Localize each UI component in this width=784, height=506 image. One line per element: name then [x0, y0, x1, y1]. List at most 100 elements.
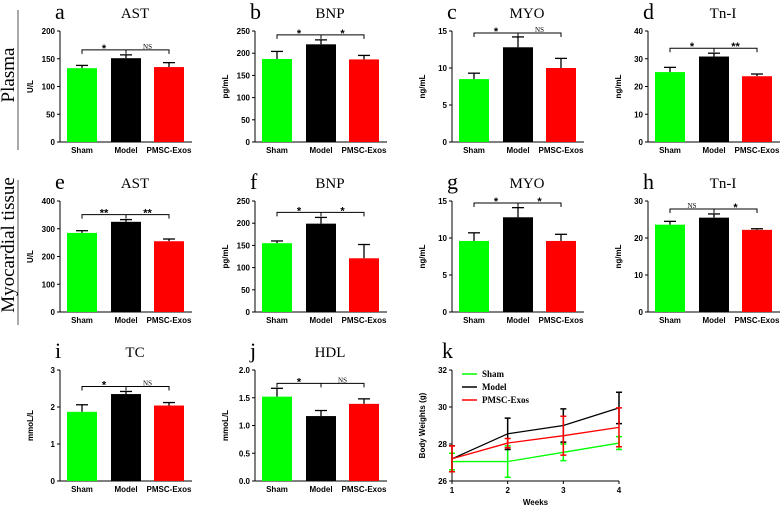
- bar-sham: [459, 79, 489, 142]
- x-tick-label: 3: [561, 486, 566, 495]
- significance-bracket: [81, 49, 170, 54]
- panel-title: TC: [125, 345, 144, 361]
- panel-letter: d: [643, 0, 654, 24]
- y-tick-label: 0: [639, 138, 644, 147]
- error-bar: [504, 437, 511, 449]
- panel-letter: g: [447, 169, 458, 194]
- y-tick-label: 200: [42, 27, 56, 36]
- panel-b: b BNP 0 50 100 150 200 250 pg/mL Sham Model PMSC-Ex…: [221, 0, 387, 155]
- x-tick-label: PMSC-Exos: [147, 146, 192, 155]
- panel-e: e AST 0 100 200 300 400 U/L Sham Model PMSC-Exos **…: [26, 169, 192, 325]
- bar-model: [503, 47, 533, 142]
- y-axis-label: pg/mL: [221, 244, 230, 268]
- error-bar: [616, 407, 622, 448]
- y-tick-label: 0: [51, 477, 56, 486]
- y-tick-label: 150: [237, 71, 251, 80]
- x-tick-label: 2: [505, 486, 510, 495]
- x-tick-label: Model: [309, 485, 332, 494]
- y-tick-label: 250: [237, 27, 251, 36]
- y-tick-label: 200: [237, 49, 251, 58]
- x-tick-label: PMSC-Exos: [342, 316, 387, 325]
- x-tick-label: PMSC-Exos: [342, 146, 387, 155]
- panel-h: h Tn-I 0 10 20 30 ng/mL Sham Model PMSC-Exos NS *: [614, 169, 780, 325]
- x-tick-label: PMSC-Exos: [342, 485, 387, 494]
- legend-label: Model: [482, 382, 507, 392]
- bar-model: [306, 416, 336, 481]
- panel-title: AST: [121, 6, 149, 22]
- panel-title: MYO: [509, 6, 544, 22]
- significance-mark: **: [100, 208, 109, 220]
- y-tick-label: 0: [51, 138, 56, 147]
- significance-mark: **: [731, 41, 740, 53]
- y-tick-label: 32: [438, 366, 447, 375]
- y-tick-label: 100: [237, 94, 251, 103]
- y-tick-label: 300: [42, 225, 56, 234]
- panel-title: HDL: [315, 345, 346, 361]
- x-axis-label: Weeks: [523, 498, 549, 506]
- panel-title: Tn-I: [710, 176, 737, 192]
- significance-mark: *: [690, 41, 695, 53]
- panel-c: c MYO 0 5 10 15 ng/mL Sham Model PMSC-Exos * NS: [418, 0, 584, 155]
- y-tick-label: 250: [237, 197, 251, 206]
- y-axis-label: mmoL/L: [221, 410, 230, 441]
- panel-letter: j: [249, 338, 256, 363]
- x-tick-label: PMSC-Exos: [147, 485, 192, 494]
- y-axis-label: ng/mL: [418, 74, 427, 98]
- y-tick-label: 1.5: [239, 394, 251, 403]
- significance-mark: NS: [688, 202, 697, 210]
- y-tick-label: 1.0: [239, 422, 251, 431]
- panel-a: a AST 0 50 100 150 200 U/L Sham Model PMSC-Exos * NS: [26, 0, 192, 155]
- significance-mark: *: [733, 202, 738, 214]
- y-tick-label: 0: [443, 138, 448, 147]
- bar-pmsc-exos: [154, 67, 184, 142]
- panel-j: j HDL 0.0 0.5 1.0 1.5 2.0 mmoL/L Sham Model PMSC-E…: [221, 338, 387, 494]
- y-axis-label: Body Weights (g): [418, 392, 427, 458]
- x-tick-label: PMSC-Exos: [539, 146, 584, 155]
- y-tick-label: 150: [42, 55, 56, 64]
- bar-sham: [655, 72, 685, 142]
- x-tick-label: Sham: [463, 316, 485, 325]
- x-tick-label: Sham: [71, 485, 93, 494]
- bar-sham: [67, 232, 97, 312]
- y-tick-label: 30: [438, 403, 447, 412]
- x-tick-label: PMSC-Exos: [735, 316, 780, 325]
- bar-sham: [459, 240, 489, 312]
- x-tick-label: PMSC-Exos: [539, 316, 584, 325]
- series-line-pmsc-exos: [451, 426, 620, 460]
- significance-mark: NS: [143, 379, 152, 387]
- bar-model: [306, 223, 336, 312]
- significance-mark: **: [143, 208, 152, 220]
- y-tick-label: 26: [438, 477, 447, 486]
- y-tick-label: 100: [42, 280, 56, 289]
- y-tick-label: 30: [634, 197, 643, 206]
- panel-f: f BNP 0 50 100 150 200 250 pg/mL Sham Model PMSC-Ex…: [221, 169, 387, 325]
- bar-model: [306, 44, 336, 142]
- significance-bracket: [81, 385, 170, 391]
- y-tick-label: 3: [51, 366, 56, 375]
- y-tick-label: 5: [443, 271, 448, 280]
- x-tick-label: Sham: [71, 146, 93, 155]
- panel-letter: b: [250, 0, 261, 24]
- y-axis-label: ng/mL: [614, 74, 623, 98]
- panel-letter: a: [55, 0, 65, 24]
- y-tick-label: 150: [237, 241, 251, 250]
- bar-model: [699, 217, 729, 312]
- y-axis-label: U/L: [26, 250, 35, 263]
- x-tick-label: Sham: [266, 316, 288, 325]
- x-tick-label: Sham: [463, 146, 485, 155]
- significance-mark: *: [102, 43, 107, 55]
- y-axis-label: U/L: [26, 80, 35, 93]
- y-tick-label: 50: [241, 286, 250, 295]
- significance-bracket: [473, 32, 562, 37]
- bar-model: [111, 58, 141, 142]
- significance-mark: NS: [535, 26, 544, 34]
- y-tick-label: 50: [241, 116, 250, 125]
- panel-title: AST: [121, 176, 149, 192]
- bar-pmsc-exos: [349, 403, 379, 481]
- y-tick-label: 100: [237, 264, 251, 273]
- y-axis-label: ng/mL: [614, 244, 623, 268]
- y-tick-label: 200: [237, 219, 251, 228]
- row-label: Plasma: [0, 47, 19, 102]
- y-tick-label: 20: [634, 83, 643, 92]
- x-tick-label: Model: [114, 316, 137, 325]
